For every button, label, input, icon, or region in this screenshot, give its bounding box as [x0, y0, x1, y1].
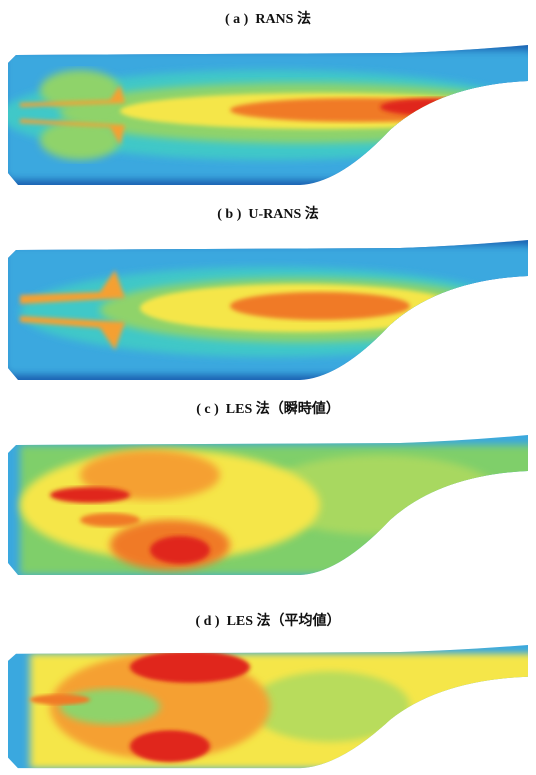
caption: ( c ) LES 法（瞬時値） [0, 398, 536, 418]
figure: ( a ) RANS 法 ( b ) U-RANS 法 ( c ) LES 法（ [0, 0, 536, 775]
caption: ( a ) RANS 法 [0, 8, 536, 28]
caption: ( b ) U-RANS 法 [0, 203, 536, 223]
contour-urans [0, 240, 536, 382]
contour-les-instant [0, 435, 536, 581]
contour-rans [0, 45, 536, 187]
caption: ( d ) LES 法（平均値） [0, 610, 536, 630]
contour-les-mean [0, 645, 536, 770]
